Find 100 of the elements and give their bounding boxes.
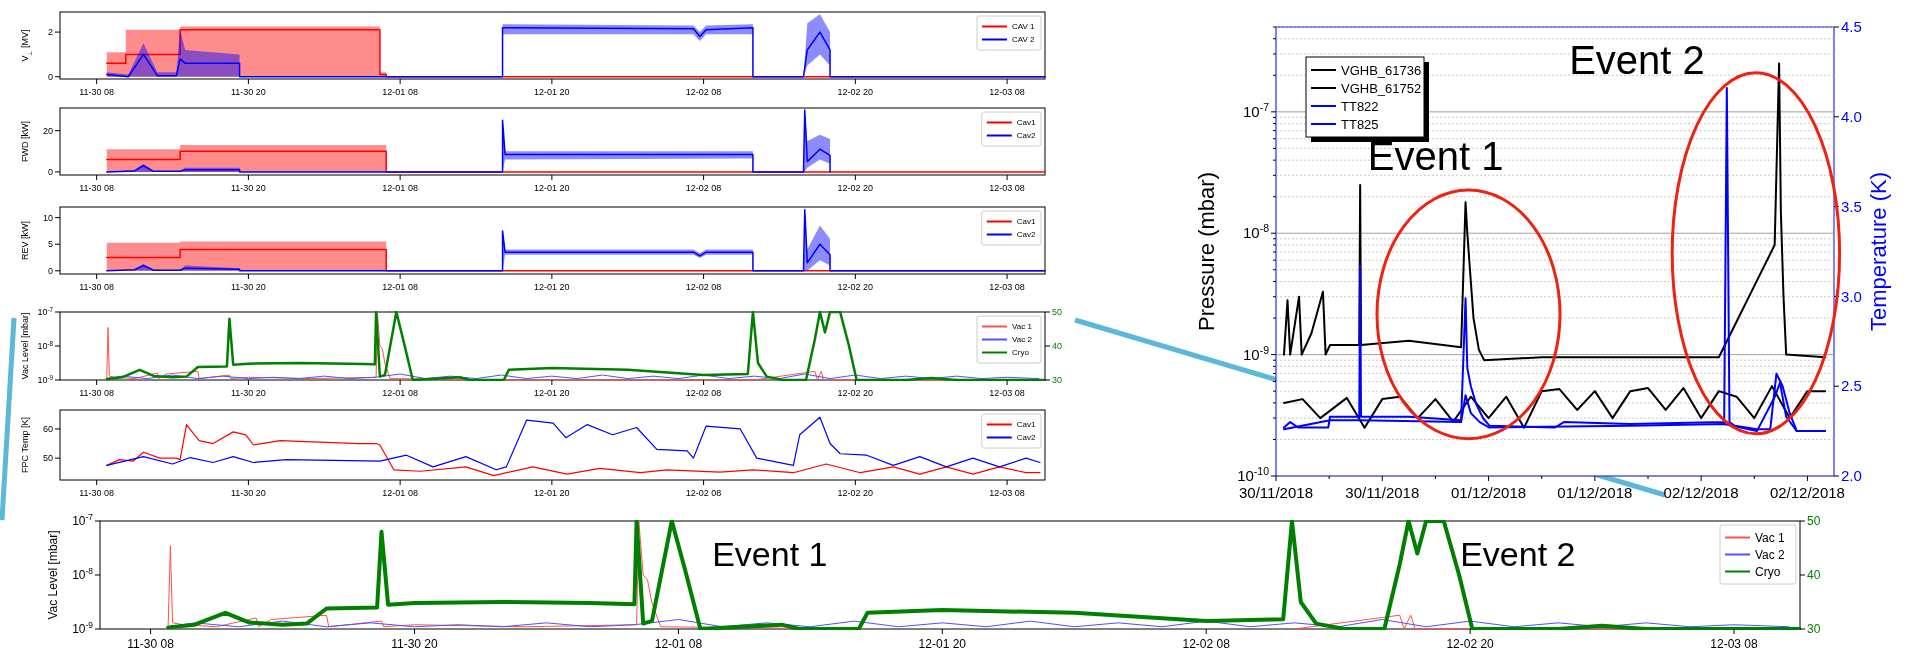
legend-label: Cav1 [1016,118,1037,128]
x-tick-label: 12-01 08 [654,637,703,651]
y2-tick-label: 40 [1807,568,1821,583]
legend-label: Vac 2 [1755,547,1786,562]
y2-axis-title: Temperature (K) [1866,172,1891,331]
y2-tick-label: 50 [1052,307,1063,318]
x-tick-label: 11-30 20 [230,87,266,97]
y-tick-label: 10$^{-9}$ [37,373,54,386]
x-tick-label: 12-01 20 [918,637,967,651]
y2-tick-label: 2.5 [1841,377,1862,395]
x-tick-label: 12-02 20 [1446,637,1495,651]
y-tick-label: 10$^{-7}$ [72,512,94,529]
y-tick-label: 0 [47,265,53,276]
x-tick-label: 12-02 08 [685,282,722,292]
y2-tick-label: 30 [1052,375,1063,386]
x-tick-label: 12-02 20 [837,488,874,498]
legend-label: TT825 [1341,116,1379,132]
x-tick-label: 12-03 08 [989,488,1025,498]
x-tick-label: 12-01 20 [534,488,570,498]
x-tick-label: 11-30 20 [230,282,266,292]
y-tick-label: 2 [47,27,53,38]
y2-tick-label: 30 [1807,622,1821,637]
y-tick-label: 10 [42,212,53,223]
y2-tick-label: 2.0 [1841,467,1862,485]
x-tick-label: 12-03 08 [1710,637,1759,651]
x-tick-label: 12-02 20 [837,282,874,292]
y2-tick-label: 3.5 [1841,197,1862,215]
y-tick-label: 10$^{-7}$ [37,305,54,318]
x-tick-label: 12-03 08 [989,183,1025,193]
legend-label: Cav2 [1016,230,1037,240]
x-tick-label: 12-01 08 [382,282,418,292]
y-tick-label: 10$^{-8}$ [37,339,54,352]
y-axis-title: Vac Level [mbar] [19,312,30,380]
legend-label: Vac 1 [1755,530,1786,545]
x-tick-label: 12-01 20 [534,282,570,292]
y-tick-label: 10$^{-9}$ [1242,343,1270,363]
y-axis-title: FPC Temp [K] [19,417,30,473]
x-tick-label: 30/11/2018 [1345,484,1420,501]
legend-label: Vac 1 [1012,322,1033,332]
annotation: Event 1 [712,534,828,573]
legend-label: Cryo [1012,348,1030,358]
legend-label: Cav2 [1016,433,1037,443]
x-tick-label: 11-30 20 [230,388,266,398]
y-tick-label: 0 [47,71,53,82]
legend-label: VGHB_61752 [1341,80,1422,96]
x-tick-label: 02/12/2018 [1769,484,1845,501]
y-axis-title: Pressure (mbar) [1194,172,1219,331]
x-tick-label: 11-30 08 [79,388,115,398]
y-tick-label: 10$^{-8}$ [1242,222,1270,242]
legend-label: Cav2 [1016,131,1037,141]
y-tick-label: 10$^{-10}$ [1237,465,1270,485]
x-tick-label: 01/12/2018 [1451,484,1527,501]
x-tick-label: 12-01 08 [382,87,418,97]
legend-label: Cav1 [1016,420,1037,430]
y-tick-label: 5 [47,239,53,250]
annotation: Event 2 [1569,37,1705,82]
legend-label: VGHB_61736 [1341,62,1422,78]
x-tick-label: 12-02 20 [837,183,874,193]
x-tick-label: 12-01 08 [382,488,418,498]
x-tick-label: 01/12/2018 [1557,484,1633,501]
y-tick-label: 50 [42,453,53,464]
x-tick-label: 11-30 08 [79,87,115,97]
annotation: Event 1 [1367,134,1504,179]
x-tick-label: 12-02 20 [837,87,874,97]
x-tick-label: 12-01 20 [534,183,570,193]
x-tick-label: 12-01 20 [534,87,570,97]
x-tick-label: 12-02 08 [1182,637,1231,651]
legend-label: Cav1 [1016,217,1037,227]
x-tick-label: 12-02 20 [837,388,874,398]
y-tick-label: 10$^{-7}$ [1242,101,1270,121]
y-axis-title: Vac Level [mbar] [45,530,60,620]
y2-tick-label: 3.0 [1841,287,1862,305]
x-tick-label: 11-30 20 [230,488,266,498]
x-tick-label: 12-02 08 [685,183,722,193]
legend-label: Cryo [1755,564,1781,579]
x-tick-label: 11-30 08 [79,488,115,498]
x-tick-label: 12-02 08 [685,488,722,498]
x-tick-label: 12-02 08 [685,388,722,398]
x-tick-label: 30/11/2018 [1239,484,1313,501]
x-tick-label: 12-03 08 [989,87,1025,97]
x-tick-label: 12-03 08 [989,388,1025,398]
legend-label: CAV 1 [1012,22,1036,32]
y2-tick-label: 50 [1807,514,1821,529]
y-axis-title: FWD [kW] [19,121,30,162]
x-tick-label: 11-30 08 [79,282,115,292]
x-tick-label: 11-30 20 [230,183,266,193]
x-tick-label: 11-30 20 [391,637,439,651]
x-tick-label: 11-30 08 [127,637,175,651]
y-tick-label: 60 [42,424,53,435]
y2-tick-label: 4.5 [1841,18,1862,36]
y-tick-label: 20 [42,125,53,136]
y-axis-title: REV [kW] [19,220,30,261]
x-tick-label: 12-01 08 [382,388,418,398]
x-tick-label: 12-01 08 [382,183,418,193]
y-tick-label: 10$^{-9}$ [72,620,94,637]
legend-label: Vac 2 [1012,335,1033,345]
legend-label: TT822 [1341,98,1379,114]
x-tick-label: 12-02 08 [685,87,722,97]
annotation: Event 2 [1460,534,1576,573]
x-tick-label: 11-30 08 [79,183,115,193]
